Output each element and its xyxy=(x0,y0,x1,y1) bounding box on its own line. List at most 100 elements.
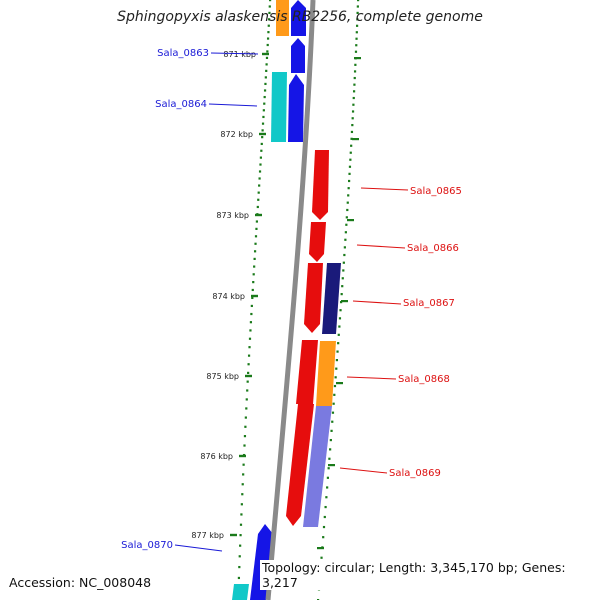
ring-dot-right xyxy=(322,525,326,529)
ring-dot-right xyxy=(350,137,353,140)
ring-dot-right xyxy=(331,411,335,414)
ring-dot-right xyxy=(323,515,326,519)
gene-label[interactable]: Sala_0868 xyxy=(398,374,450,385)
ring-dot-left xyxy=(253,250,257,253)
ring-dot-left xyxy=(268,18,271,21)
ring-dot-right xyxy=(322,536,325,539)
gene-feature-blue[interactable] xyxy=(288,74,304,142)
ring-dot-left xyxy=(239,523,243,526)
ring-dot-right xyxy=(336,350,339,353)
gene-feature-lavender[interactable] xyxy=(303,406,332,527)
ring-dot-left xyxy=(265,69,268,72)
leader-line xyxy=(174,544,223,552)
ring-dash xyxy=(328,464,335,467)
tick-mark xyxy=(251,294,258,298)
tick-mark xyxy=(262,52,269,56)
ring-dot-right xyxy=(346,208,349,212)
gene-label[interactable]: Sala_0869 xyxy=(389,468,441,479)
ring-dot-left xyxy=(237,576,241,580)
ring-dot-left xyxy=(239,544,242,547)
gene-label[interactable]: Sala_0865 xyxy=(410,186,462,197)
ring-dot-right xyxy=(344,238,347,241)
ring-dot-right xyxy=(333,384,337,388)
ring-dot-right xyxy=(348,172,351,175)
ring-dot-left xyxy=(242,473,245,476)
gene-label[interactable]: Sala_0863 xyxy=(157,48,209,59)
ring-dot-left xyxy=(241,483,244,486)
ring-dot-right xyxy=(349,158,352,161)
ring-dot-left xyxy=(248,346,251,349)
ring-dot-left xyxy=(267,31,270,34)
ring-dot-right xyxy=(356,5,359,8)
ring-dot-left xyxy=(250,312,253,316)
ring-dot-right xyxy=(338,317,342,320)
tick-label: 872 kbp xyxy=(220,130,253,139)
topology-text: Topology: circular; Length: 3,345,170 bp… xyxy=(260,560,600,590)
ring-dot-left xyxy=(265,63,268,66)
tick-mark xyxy=(230,533,237,537)
ring-dot-right xyxy=(342,261,345,264)
gene-feature-cyan[interactable] xyxy=(271,72,287,142)
ring-dot-left xyxy=(269,0,272,2)
gene-feature-red[interactable] xyxy=(312,150,329,220)
ring-dot-right xyxy=(341,277,344,280)
tick-mark xyxy=(239,454,246,458)
ring-dot-left xyxy=(263,102,266,105)
ring-dot-left xyxy=(239,534,242,537)
ring-dot-right xyxy=(344,231,347,234)
ring-dot-left xyxy=(254,242,257,245)
gene-feature-orange[interactable] xyxy=(316,341,336,406)
ring-dot-right xyxy=(355,31,358,34)
gene-label[interactable]: Sala_0867 xyxy=(403,298,455,309)
ring-dot-right xyxy=(326,476,330,479)
ring-dot-left xyxy=(261,136,264,139)
ring-dash xyxy=(354,57,361,60)
ring-dot-left xyxy=(266,43,269,47)
gene-label[interactable]: Sala_0870 xyxy=(121,540,173,551)
ring-dot-left xyxy=(265,56,269,60)
gene-feature-red[interactable] xyxy=(286,404,314,526)
ring-dot-right xyxy=(352,90,356,93)
gene-feature-blue[interactable] xyxy=(291,0,306,36)
gene-feature-red[interactable] xyxy=(304,263,323,333)
gene-feature-cyan[interactable] xyxy=(232,584,249,600)
ring-dot-right xyxy=(330,429,333,432)
ring-dot-right xyxy=(348,165,352,168)
gene-feature-navy[interactable] xyxy=(322,263,341,334)
gene-label[interactable]: Sala_0864 xyxy=(155,99,207,110)
ring-dot-left xyxy=(262,115,265,119)
ring-dot-left xyxy=(256,205,259,209)
gene-labels: Sala_0863 Sala_0864 Sala_0865 Sala_0866 Sala… xyxy=(121,48,462,551)
ring-dot-left xyxy=(238,565,241,569)
ring-dot-left xyxy=(243,435,247,438)
leader-line xyxy=(360,187,409,191)
tick-label: 874 kbp xyxy=(212,292,245,301)
ring-dot-left xyxy=(240,513,243,516)
ring-dot-left xyxy=(245,407,248,410)
gene-feature-red[interactable] xyxy=(309,222,326,262)
genome-backbone-arc xyxy=(265,0,316,600)
gene-feature-blue[interactable] xyxy=(291,38,305,73)
ring-dot-left xyxy=(244,425,247,428)
gene-label[interactable]: Sala_0866 xyxy=(407,243,459,254)
ring-dot-left xyxy=(245,398,248,401)
gene-feature-orange[interactable] xyxy=(276,0,289,36)
ring-dot-right xyxy=(338,325,341,328)
ring-dot-left xyxy=(260,142,263,146)
ring-dot-left xyxy=(259,163,262,166)
ring-dot-right xyxy=(356,11,359,15)
gene-feature-red[interactable] xyxy=(296,340,318,404)
ring-dot-right xyxy=(353,76,356,80)
ring-dot-right xyxy=(329,438,332,442)
tick-mark xyxy=(255,213,262,217)
ring-dot-right xyxy=(345,216,348,219)
ring-dot-left xyxy=(268,5,271,8)
ring-dot-right xyxy=(353,70,357,73)
dotted-ring-guides xyxy=(237,0,361,600)
accession-text: Accession: NC_008048 xyxy=(9,575,152,590)
ring-dot-left xyxy=(241,493,244,496)
ring-dot-left xyxy=(240,503,243,506)
ring-dot-right xyxy=(337,333,340,336)
ring-dot-right xyxy=(325,496,328,499)
